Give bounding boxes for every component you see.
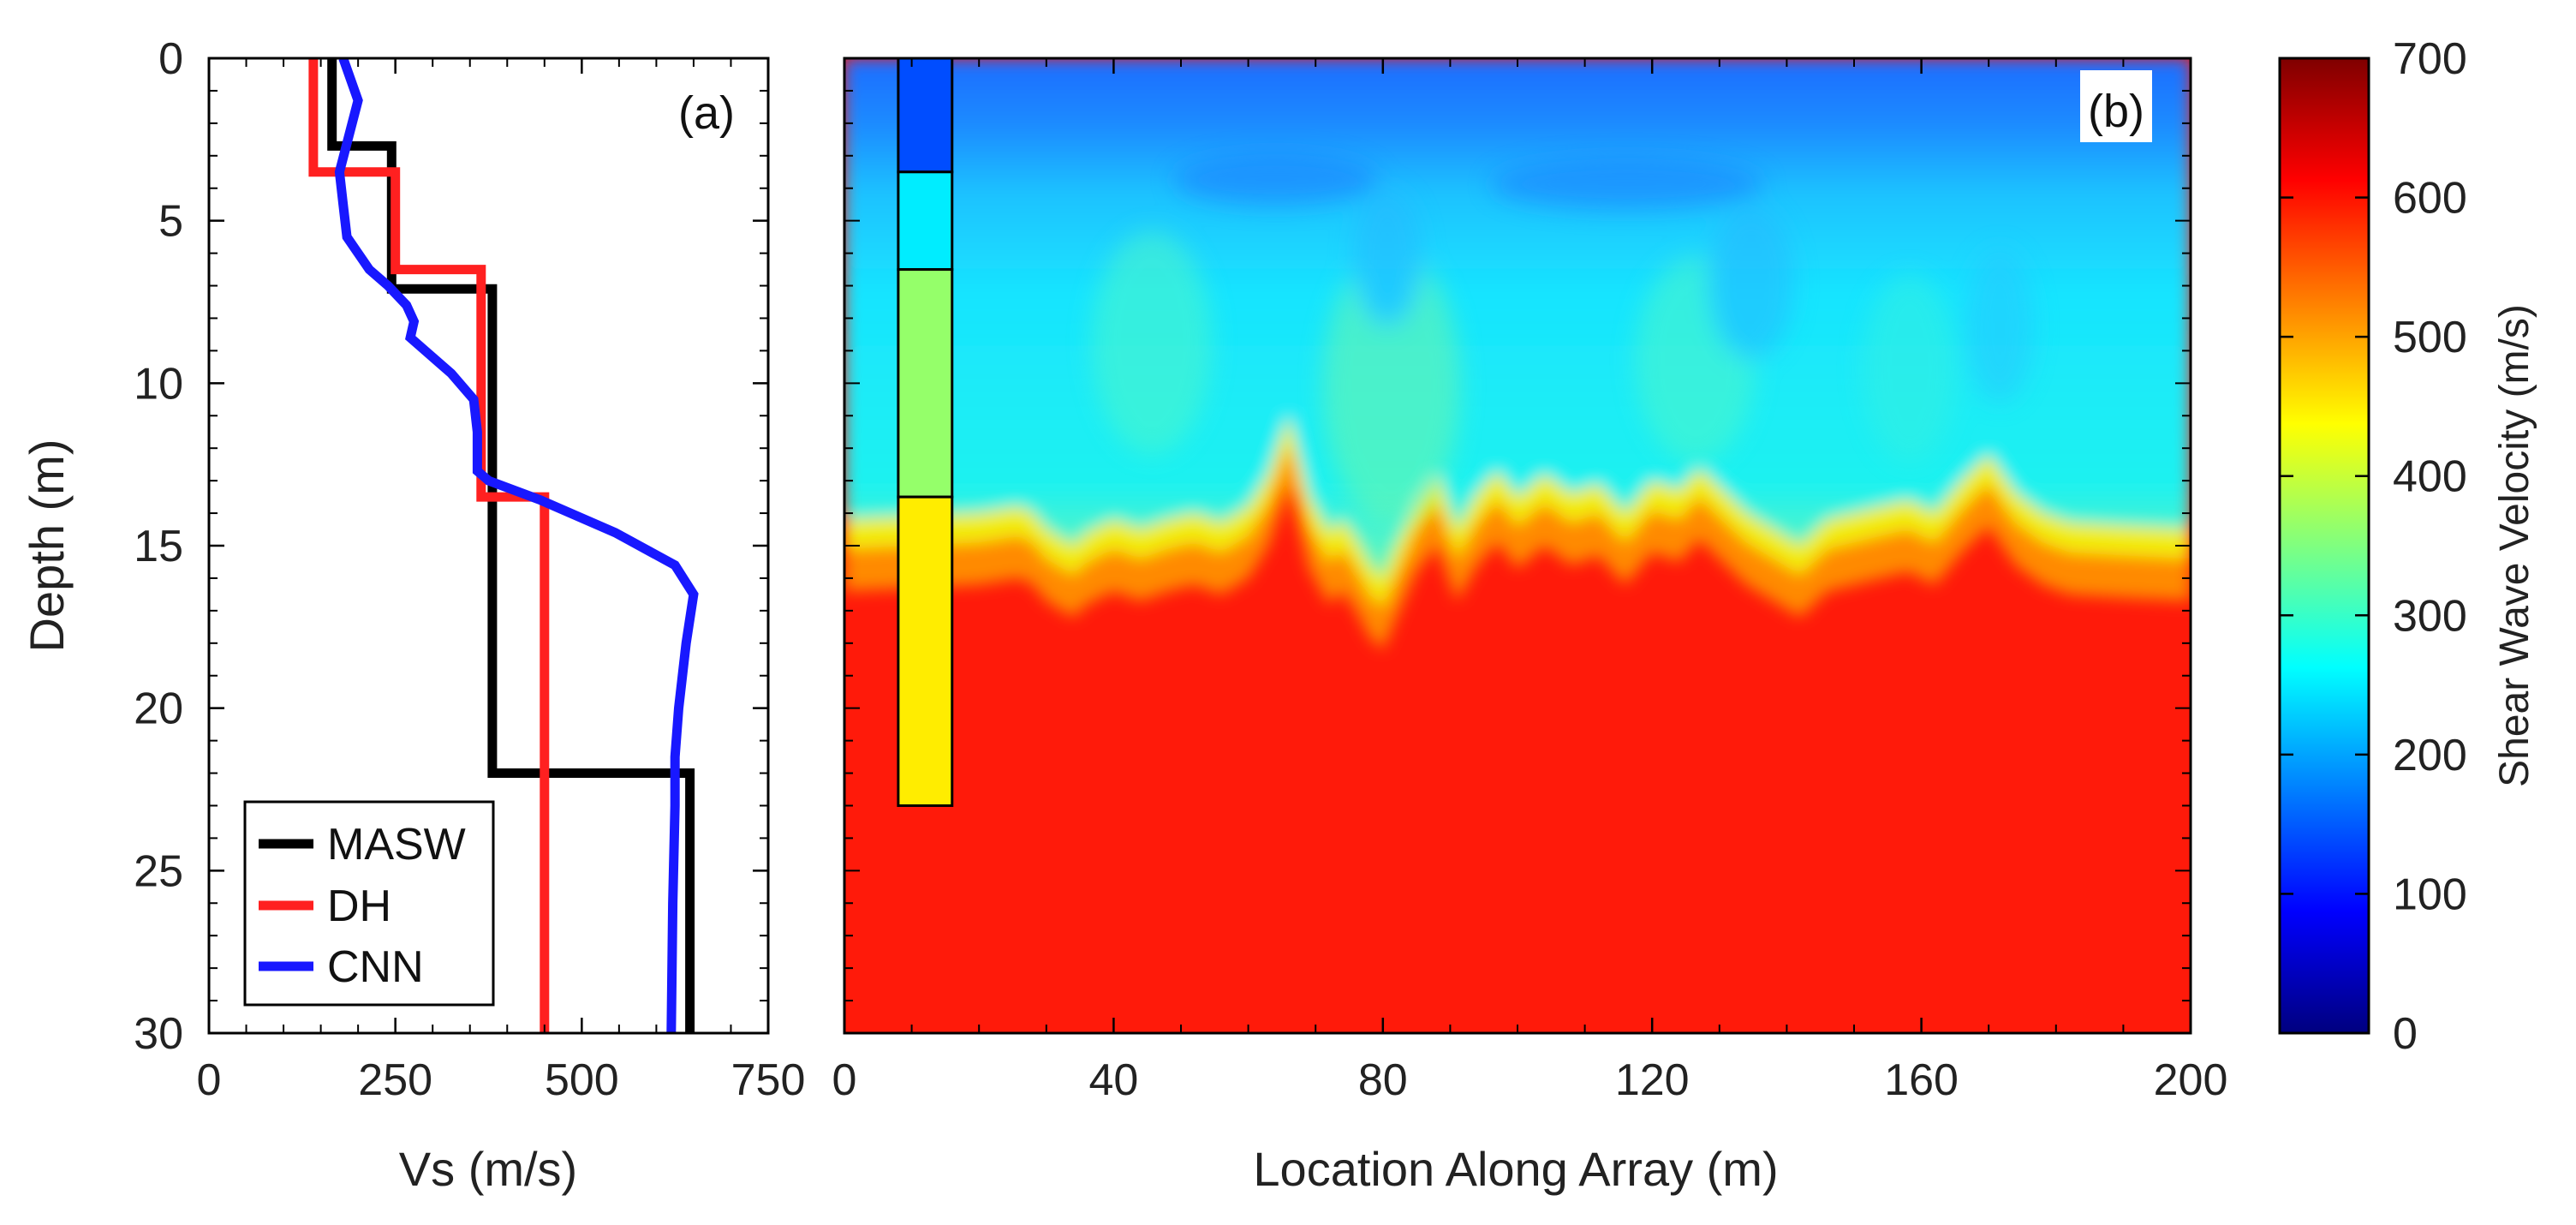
- x-tick-label: 40: [1088, 1055, 1138, 1105]
- colorbar-ticks: 0 100 200 300 400 500 600 700: [2280, 34, 2467, 1059]
- heatmap-patch: [1353, 188, 1422, 326]
- downhole-layer: [897, 58, 954, 174]
- panel-b-frame: [843, 57, 2192, 1035]
- colorbar-tick-label: 400: [2393, 452, 2467, 502]
- x-tick-label: 200: [2154, 1055, 2228, 1105]
- y-tick-label: 0: [158, 34, 183, 84]
- x-tick-label: 750: [731, 1055, 806, 1105]
- legend: MASW DH CNN: [243, 800, 495, 1007]
- legend-label-cnn: CNN: [327, 942, 424, 992]
- heatmap-variation-patches: [1092, 154, 2034, 523]
- x-tick-label: 80: [1358, 1055, 1408, 1105]
- x-tick-label: 500: [545, 1055, 619, 1105]
- panel-b-label: (b): [2088, 86, 2144, 137]
- y-tick-label: 5: [158, 197, 183, 247]
- y-tick-label: 30: [134, 1009, 183, 1059]
- x-tick-label: 250: [358, 1055, 432, 1105]
- y-tick-label: 25: [134, 846, 183, 896]
- colorbar: 0 100 200 300 400 500 600 700 Shear Wave Veloci…: [2278, 34, 2537, 1059]
- colorbar-tick-label: 300: [2393, 591, 2467, 641]
- colorbar-tick-label: 500: [2393, 313, 2467, 362]
- downhole-layer: [897, 170, 954, 272]
- heatmap-patch: [1173, 154, 1379, 206]
- panel-b-heatmap: [844, 58, 2191, 1033]
- heatmap-patch: [1965, 248, 2034, 403]
- colorbar-tick-label: 600: [2393, 174, 2467, 224]
- panel-a-y-axis-title: Depth (m): [20, 439, 74, 653]
- panel-a-frame: [207, 57, 770, 1035]
- x-tick-label: 0: [832, 1055, 857, 1105]
- colorbar-tick-label: 100: [2393, 869, 2467, 919]
- colorbar-tick-label: 700: [2393, 34, 2467, 84]
- colorbar-gradient: [2280, 58, 2369, 1033]
- series-line-cnn: [334, 58, 699, 1033]
- panel-b-label-bg: [2080, 70, 2152, 142]
- legend-label-masw: MASW: [327, 820, 466, 869]
- colorbar-tick-label: 200: [2393, 731, 2467, 780]
- panel-b-ticks: 0 40 80 120 160 200: [832, 58, 2228, 1105]
- panel-b-x-axis-title: Location Along Array (m): [1253, 1142, 1778, 1196]
- panel-b-vs-section: 0 40 80 120 160 200 (b) Location Along Array …: [832, 57, 2228, 1196]
- colorbar-frame: [2278, 57, 2370, 1035]
- downhole-layer: [897, 495, 954, 807]
- legend-label-dh: DH: [327, 881, 391, 931]
- downhole-layer: [897, 268, 954, 499]
- heatmap-patch: [1863, 274, 1957, 463]
- x-tick-label: 120: [1615, 1055, 1690, 1105]
- heatmap-patch: [1708, 206, 1794, 360]
- y-tick-label: 10: [134, 359, 183, 409]
- y-tick-label: 20: [134, 684, 183, 734]
- heatmap-patch: [1323, 248, 1460, 523]
- x-tick-label: 160: [1884, 1055, 1959, 1105]
- heatmap-patch: [1490, 158, 1764, 210]
- downhole-column: [897, 58, 954, 807]
- colorbar-title: Shear Wave Velocity (m/s): [2492, 304, 2537, 787]
- panel-a-series-group: [308, 58, 699, 1033]
- colorbar-tick-label: 0: [2393, 1009, 2418, 1059]
- heatmap-patch: [1092, 231, 1212, 454]
- panel-a-x-axis-title: Vs (m/s): [399, 1142, 577, 1196]
- panel-a-label: (a): [678, 87, 735, 139]
- y-tick-label: 15: [134, 522, 183, 571]
- panel-a-vs-profile: 0 250 500 750 0 5 10 15 20 25 30 (a) Vs (m/s) Dept…: [20, 34, 805, 1196]
- x-tick-label: 0: [197, 1055, 222, 1105]
